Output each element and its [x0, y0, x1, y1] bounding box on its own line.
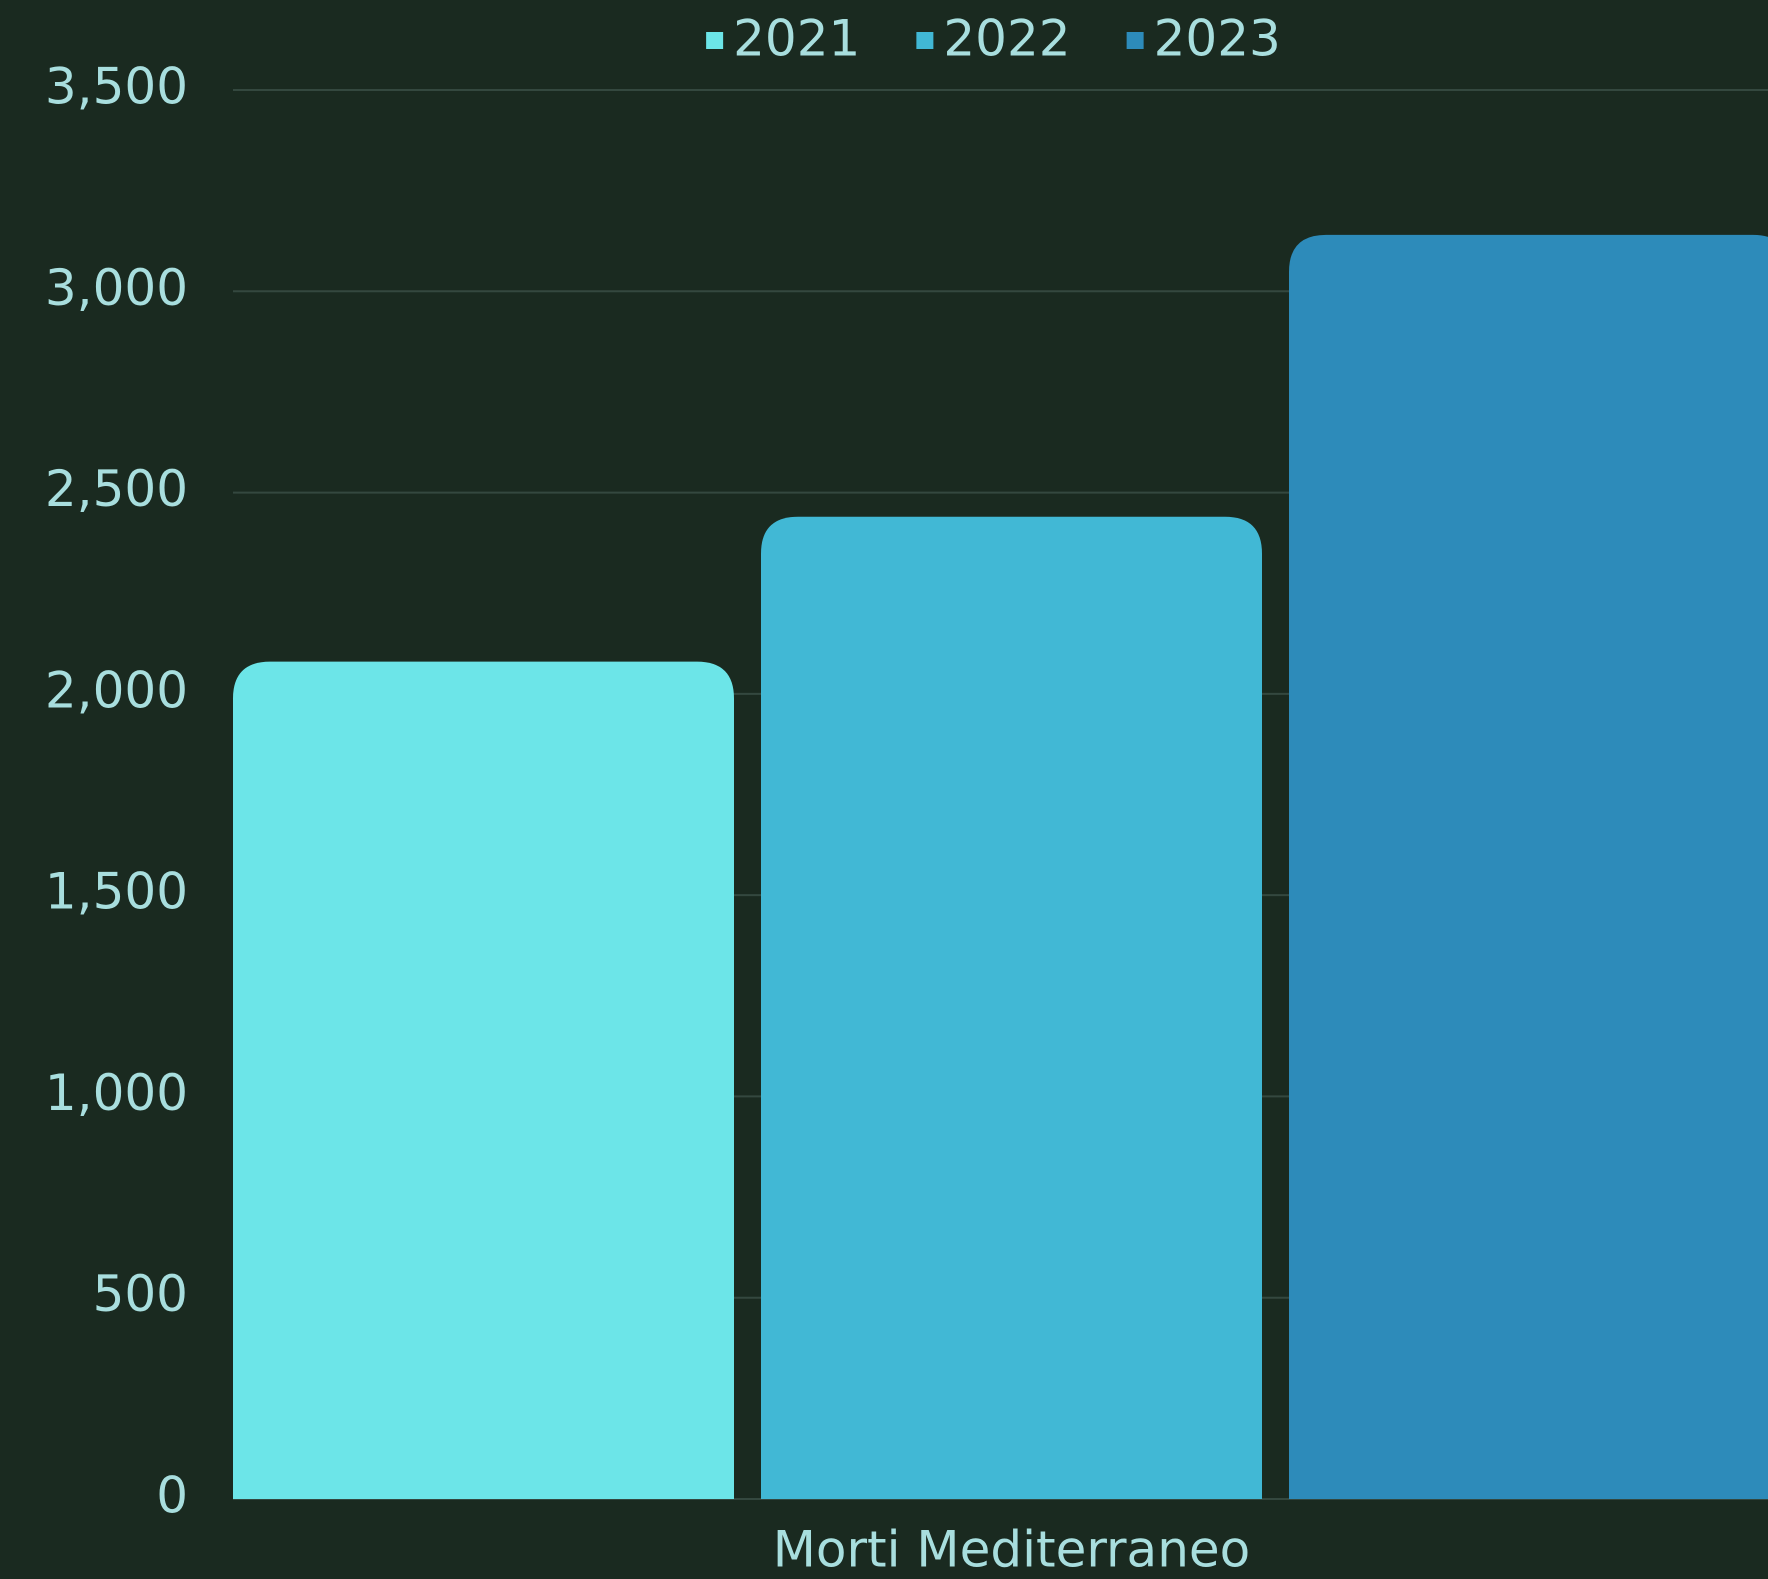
legend-label: 2022: [943, 10, 1070, 68]
legend-label: 2021: [733, 10, 860, 68]
y-tick-label: 2,000: [45, 661, 188, 719]
bar: [233, 661, 734, 1499]
legend-swatch: [916, 32, 934, 49]
bar: [1289, 234, 1768, 1499]
y-tick-label: 500: [93, 1265, 188, 1323]
y-tick-label: 3,500: [45, 58, 188, 116]
y-tick-label: 2,500: [45, 460, 188, 518]
y-tick-label: 1,000: [45, 1064, 188, 1122]
plot: [233, 234, 1768, 1499]
y-tick-label: 3,000: [45, 259, 188, 317]
x-tick-label: Morti Mediterraneo: [773, 1521, 1251, 1579]
legend: 2021 2022 2023: [706, 10, 1281, 68]
y-tick-label: 1,500: [45, 863, 188, 921]
legend-swatch: [1126, 32, 1144, 49]
y-tick-label: 0: [156, 1467, 188, 1525]
legend-swatch: [706, 32, 724, 49]
legend-label: 2023: [1154, 10, 1281, 68]
bar: [761, 516, 1262, 1499]
